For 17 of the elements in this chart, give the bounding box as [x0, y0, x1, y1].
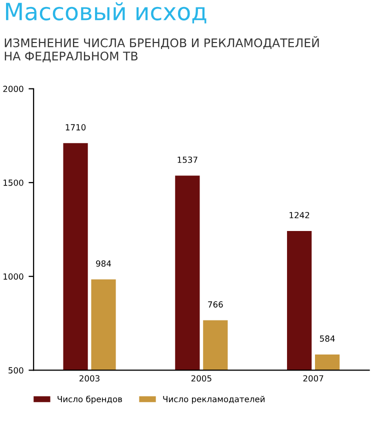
x-tick-label: 2005 — [191, 375, 212, 382]
data-label: 766 — [208, 301, 223, 308]
x-tick-label: 2003 — [80, 375, 100, 382]
data-label: 1242 — [290, 212, 310, 218]
y-tick-label: 2000 — [3, 86, 24, 92]
x-tick-label: 2007 — [303, 375, 324, 382]
data-label: 984 — [96, 260, 111, 267]
chart-subtitle: ИЗМЕНЕНИЕ ЧИСЛА БРЕНДОВ И РЕКЛАМОДАТЕЛЕЙ НА ФЕДЕРАЛЬНОМ ТВ — [4, 36, 319, 62]
legend-label: Число брендов — [58, 396, 122, 404]
data-label: 1710 — [66, 124, 86, 130]
chart-title: Массовый исход — [6, 2, 206, 24]
y-tick-label: 1500 — [4, 180, 24, 186]
data-label: 1537 — [178, 156, 198, 163]
y-tick-label: 1000 — [4, 273, 24, 280]
data-label: 584 — [320, 335, 335, 342]
y-tick-label: 500 — [8, 367, 24, 374]
legend-label: Число рекламодателей — [163, 396, 265, 404]
